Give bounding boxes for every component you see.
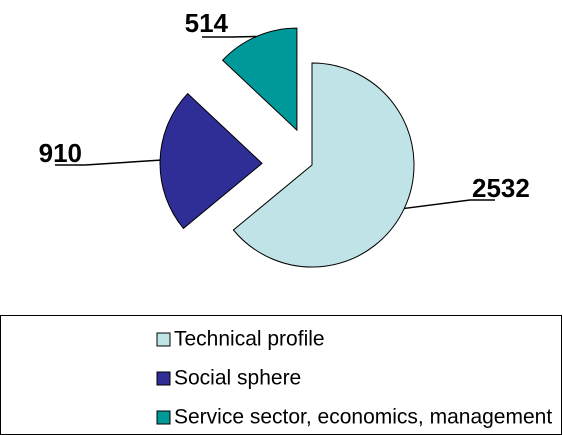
pie-slice (232, 62, 415, 268)
legend-swatch (156, 332, 171, 347)
legend-swatch (156, 371, 171, 386)
leader-line (55, 159, 161, 166)
legend-label: Technical profile (174, 328, 325, 351)
legend-swatch (156, 410, 171, 425)
pie-slice (221, 27, 298, 132)
pie-slice (159, 92, 263, 230)
data-label: 910 (39, 138, 82, 168)
legend-label: Service sector, economics, management (174, 406, 552, 429)
data-label: 2532 (472, 173, 530, 203)
legend-box (0, 315, 562, 435)
legend-label: Social sphere (174, 367, 301, 390)
leader-line (404, 199, 495, 210)
data-label: 514 (185, 8, 229, 38)
